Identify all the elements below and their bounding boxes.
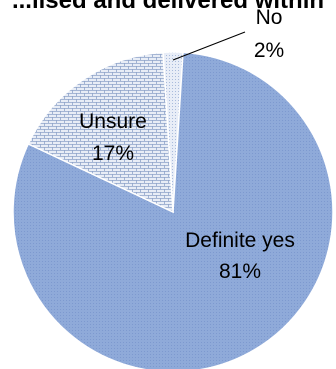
pie-slices — [12, 51, 334, 369]
chart-title: ...lised and delivered within — [11, 0, 325, 14]
slice-value-unsure: 17% — [92, 142, 134, 165]
pie-slice-unsure — [27, 51, 174, 214]
chart-title-clip: ...lised and delivered within — [0, 0, 336, 14]
slice-value-definite-yes: 81% — [219, 260, 261, 283]
slice-label-definite-yes: Definite yes — [185, 229, 295, 252]
slice-label-no: No — [256, 6, 283, 29]
pie-slice-definite-yes — [12, 51, 334, 369]
slice-value-no: 2% — [254, 39, 284, 62]
no-leader-line — [172, 31, 246, 61]
slice-label-unsure: Unsure — [79, 110, 147, 133]
pie-labels: No 2% Definite yes 81% Unsure 17% — [79, 6, 295, 283]
